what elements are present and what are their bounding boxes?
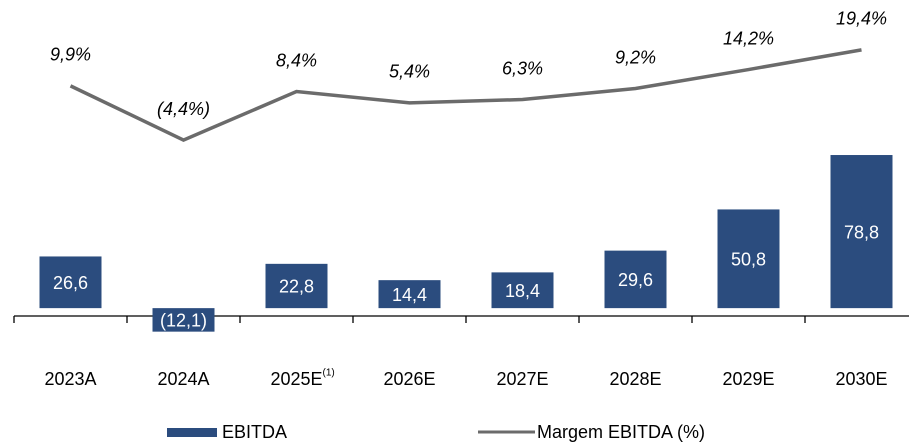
bar — [39, 256, 102, 309]
bar-label: (12,1) — [160, 311, 207, 331]
line-label: (4,4%) — [157, 99, 210, 119]
x-tick-label: 2029E — [722, 369, 774, 389]
x-tick-label: 2025E — [270, 369, 322, 389]
bar-label: 26,6 — [53, 273, 88, 293]
line — [69, 48, 862, 142]
bar-label: 14,4 — [392, 285, 427, 305]
bar-label: 78,8 — [844, 222, 879, 242]
bar — [152, 308, 215, 332]
line-label: 9,9% — [50, 45, 91, 65]
x-tick-label: 2023A — [44, 369, 96, 389]
legend-swatch — [167, 428, 217, 437]
legend-label: Margem EBITDA (%) — [537, 422, 705, 442]
bar — [604, 250, 667, 309]
x-tick-label: 2026E — [383, 369, 435, 389]
bar — [491, 272, 554, 309]
bar-label: 29,6 — [618, 270, 653, 290]
x-tick-label: 2030E — [835, 369, 887, 389]
bar-label: 18,4 — [505, 281, 540, 301]
line-label: 9,2% — [615, 47, 656, 67]
x-tick-label: 2028E — [609, 369, 661, 389]
x-tick-label: 2027E — [496, 369, 548, 389]
bar-label: 22,8 — [279, 277, 314, 297]
legend-label: EBITDA — [222, 422, 287, 442]
line-label: 14,2% — [723, 28, 774, 48]
bar — [378, 280, 441, 309]
bar — [717, 209, 780, 309]
category-note: (1) — [323, 368, 335, 379]
line-label: 8,4% — [276, 50, 317, 70]
bar-label: 50,8 — [731, 250, 766, 270]
line-label: 5,4% — [389, 62, 430, 82]
line-label: 19,4% — [836, 9, 887, 29]
line-label: 6,3% — [502, 58, 543, 78]
bar — [830, 155, 893, 309]
bar — [265, 263, 328, 309]
x-tick-label: 2024A — [157, 369, 209, 389]
